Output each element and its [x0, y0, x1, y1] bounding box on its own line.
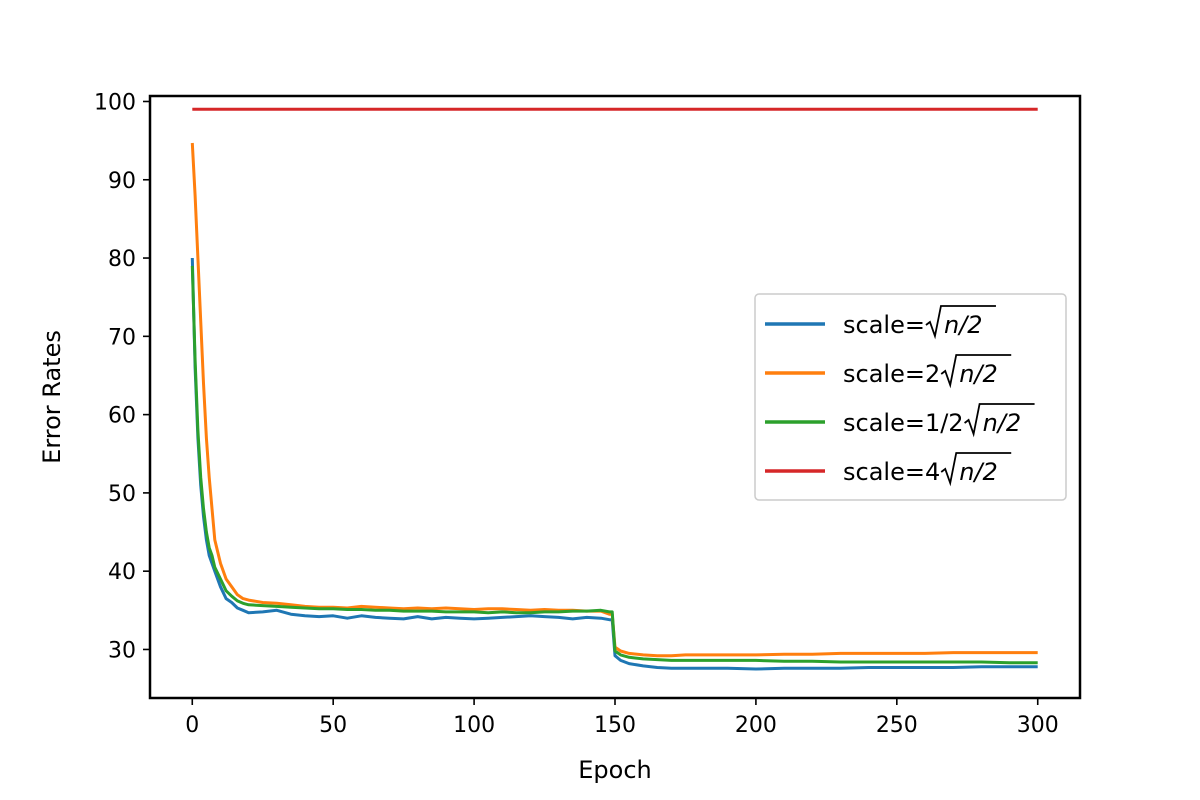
- legend-math-1: n/2: [944, 311, 983, 339]
- legend-math-2: n/2: [959, 360, 998, 388]
- legend-math-3: n/2: [983, 409, 1022, 437]
- series-line-1: [190, 257, 1038, 671]
- plot-lines: [190, 107, 1038, 671]
- y-axis: 30 40 50 60 70 80 90 100: [94, 90, 150, 663]
- series-line-2: [190, 142, 1038, 658]
- x-tick-label: 150: [594, 713, 636, 738]
- legend-label-4: scale=4: [843, 458, 940, 486]
- x-tick-label: 100: [453, 713, 495, 738]
- x-tick-label: 300: [1017, 713, 1059, 738]
- legend-label-3: scale=1/2: [843, 409, 964, 437]
- x-axis: 0 50 100 150 200 250 300: [185, 698, 1059, 738]
- series-line-3: [190, 265, 1038, 665]
- sqrt-symbol-icon: [925, 305, 996, 340]
- y-tick-label: 60: [108, 404, 136, 429]
- y-tick-label: 90: [108, 169, 136, 194]
- y-tick-label: 30: [108, 638, 136, 663]
- legend-math-4: n/2: [959, 458, 998, 486]
- x-tick-label: 250: [876, 713, 918, 738]
- legend-box: [754, 293, 1067, 501]
- y-axis-label: Error Rates: [38, 330, 66, 464]
- y-tick-label: 80: [108, 247, 136, 272]
- y-tick-label: 100: [94, 90, 136, 115]
- sqrt-symbol-icon: [940, 452, 1012, 487]
- sqrt-symbol-icon: [940, 354, 1012, 389]
- y-tick-label: 40: [108, 560, 136, 585]
- x-tick-label: 50: [319, 713, 347, 738]
- x-axis-label: Epoch: [578, 756, 652, 784]
- legend-label-2: scale=2: [843, 360, 940, 388]
- x-tick-label: 200: [735, 713, 777, 738]
- y-tick-label: 70: [108, 325, 136, 350]
- legend-label-1: scale=: [843, 311, 925, 339]
- y-tick-label: 50: [108, 482, 136, 507]
- sqrt-symbol-icon: [964, 403, 1035, 438]
- x-tick-label: 0: [185, 713, 199, 738]
